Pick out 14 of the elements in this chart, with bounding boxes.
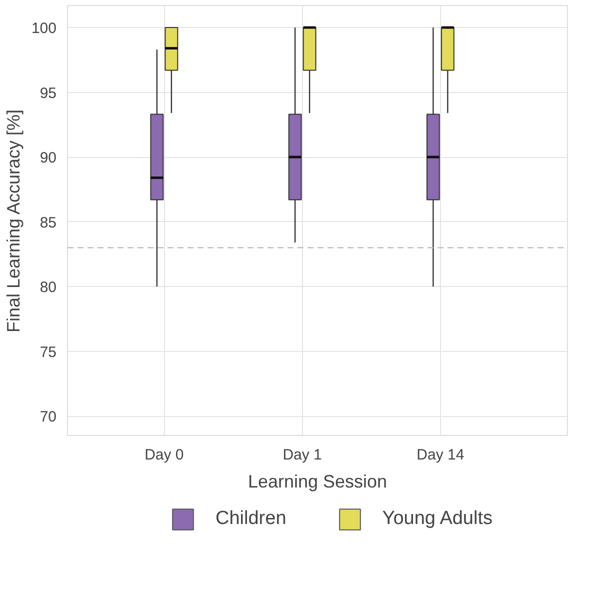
legend-label: Young Adults <box>382 508 492 530</box>
y-tick-label: 95 <box>40 84 57 102</box>
y-tick-label: 75 <box>40 344 57 361</box>
y-tick-label: 70 <box>40 408 57 426</box>
y-tick-label: 90 <box>40 150 57 167</box>
y-tick-label: 100 <box>31 20 57 38</box>
y-axis-title: Final Learning Accuracy [%] <box>3 109 24 333</box>
x-axis-title: Learning Session <box>248 472 388 492</box>
x-tick-label: Day 1 <box>282 446 322 464</box>
legend-label: Children <box>216 508 286 530</box>
y-tick-label: 80 <box>40 279 57 296</box>
y-tick-label: 85 <box>40 214 57 232</box>
x-tick-label: Day 0 <box>144 446 184 464</box>
x-tick-label: Day 14 <box>416 446 464 464</box>
